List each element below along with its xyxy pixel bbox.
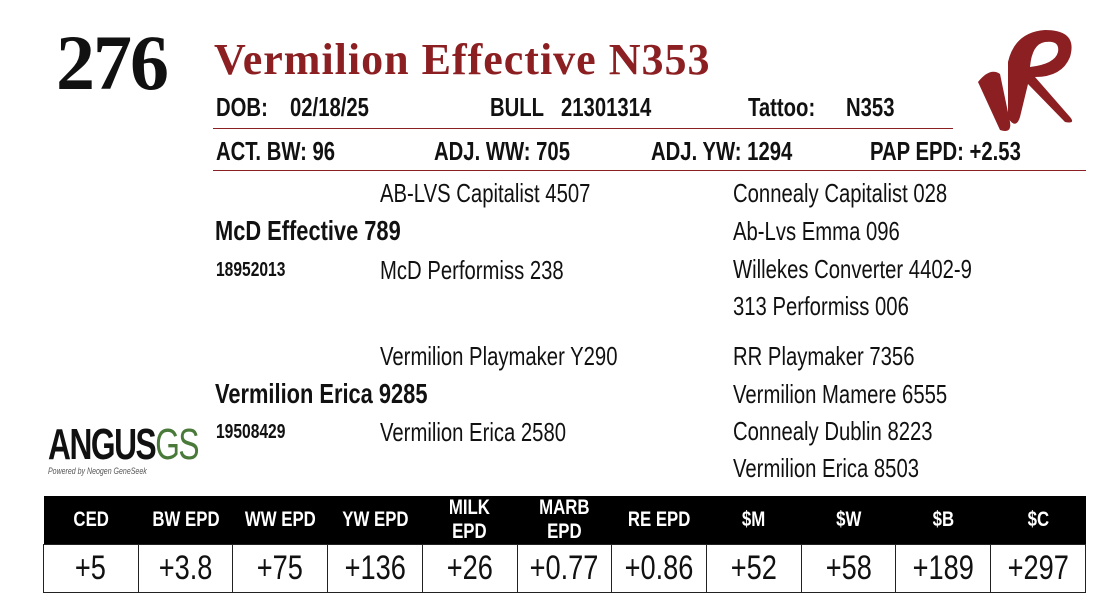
epd-value-text: +75 (257, 549, 304, 587)
epd-header: BW EPD (138, 496, 233, 545)
grandparent: Connealy Capitalist 028 (733, 178, 948, 208)
epd-value-text: +52 (730, 549, 777, 587)
epd-value: +189 (895, 544, 992, 593)
epd-header-text: CED (73, 508, 109, 531)
logo-main: ANGUS (48, 420, 157, 469)
sex: BULL (490, 92, 545, 122)
epd-value-text: +297 (1007, 549, 1069, 587)
rule (213, 170, 1086, 171)
pap-epd: PAP EPD: +2.53 (870, 136, 1021, 166)
epd-header-text: MARB EPD (539, 496, 590, 543)
grandparent: Vermilion Mamere 6555 (733, 379, 948, 409)
epd-value: +136 (327, 544, 423, 593)
epd-header-text: RE EPD (627, 508, 691, 531)
grandparent: RR Playmaker 7356 (733, 341, 915, 371)
epd-value-text: +5 (75, 549, 107, 587)
epd-value: +52 (706, 544, 802, 593)
epd-header: $B (895, 496, 991, 545)
epd-value-text: +58 (825, 549, 872, 587)
epd-header: MARB EPD (517, 496, 612, 545)
dam-registration: 19508429 (216, 421, 286, 443)
epd-value: +297 (990, 544, 1086, 593)
epd-header: CED (43, 496, 139, 545)
epd-header: WW EPD (232, 496, 328, 545)
grandparent: Connealy Dublin 8223 (733, 416, 933, 446)
epd-header-text: YW EPD (341, 508, 409, 531)
epd-value-text: +136 (344, 549, 406, 587)
epd-header-text: $B (932, 508, 955, 531)
epd-value: +3.8 (137, 544, 234, 593)
adj-ww: ADJ. WW: 705 (434, 136, 570, 166)
sire-sire: AB-LVS Capitalist 4507 (380, 178, 591, 208)
epd-header: $C (990, 496, 1086, 545)
epd-value: +0.77 (516, 544, 613, 593)
epd-value-text: +0.86 (624, 549, 694, 587)
epd-value-text: +3.8 (158, 549, 213, 587)
grandparent: Ab-Lvs Emma 096 (733, 216, 900, 246)
grandparent: Vermilion Erica 8503 (733, 453, 920, 483)
epd-header: YW EPD (327, 496, 423, 545)
sire-registration: 18952013 (216, 259, 286, 281)
angus-gs-logo: ANGUSGS Powered by Neogen GeneSeek (48, 420, 256, 476)
epd-value-text: +189 (912, 549, 974, 587)
epd-value: +58 (800, 544, 897, 593)
epd-value: +75 (232, 544, 329, 593)
registration: 21301314 (561, 92, 652, 122)
epd-header-text: BW EPD (151, 508, 220, 531)
epd-header: RE EPD (611, 496, 707, 545)
tattoo-label: Tattoo: (748, 92, 816, 122)
dam-dam: Vermilion Erica 2580 (380, 417, 567, 447)
epd-value-text: +0.77 (530, 549, 599, 587)
tattoo: N353 (846, 92, 895, 122)
epd-value: +0.86 (611, 544, 708, 593)
epd-header-text: $W (836, 508, 862, 531)
epd-value: +5 (43, 544, 139, 593)
epd-value-text: +26 (446, 549, 493, 587)
epd-header: MILK EPD (422, 496, 518, 545)
epd-header-text: MILK EPD (449, 496, 491, 543)
epd-header-text: $C (1027, 508, 1049, 531)
sire-dam: McD Performiss 238 (380, 255, 564, 285)
epd-table: CED BW EPD WW EPD YW EPD MILK EPD MARB EPD RE … (43, 496, 1086, 593)
grandparent: Willekes Converter 4402-9 (733, 254, 972, 284)
dam: Vermilion Erica 9285 (215, 378, 428, 409)
brand-logo (978, 30, 1073, 131)
dam-sire: Vermilion Playmaker Y290 (380, 341, 618, 371)
rule (213, 128, 953, 129)
logo-tagline: Powered by Neogen GeneSeek (48, 466, 147, 476)
epd-header: $W (801, 496, 896, 545)
sire: McD Effective 789 (215, 215, 401, 246)
adj-yw: ADJ. YW: 1294 (651, 136, 793, 166)
dob: 02/18/25 (290, 92, 369, 122)
grandparent: 313 Performiss 006 (733, 291, 909, 321)
epd-header: $M (706, 496, 802, 545)
dob-label: DOB: (216, 92, 268, 122)
logo-suffix: GS (155, 420, 199, 469)
lot-number: 276 (56, 19, 169, 106)
epd-value: +26 (421, 544, 518, 593)
epd-header-text: $M (742, 508, 766, 531)
act-bw: ACT. BW: 96 (216, 136, 336, 166)
animal-name: Vermilion Effective N353 (214, 35, 711, 84)
epd-header-text: WW EPD (244, 508, 316, 531)
